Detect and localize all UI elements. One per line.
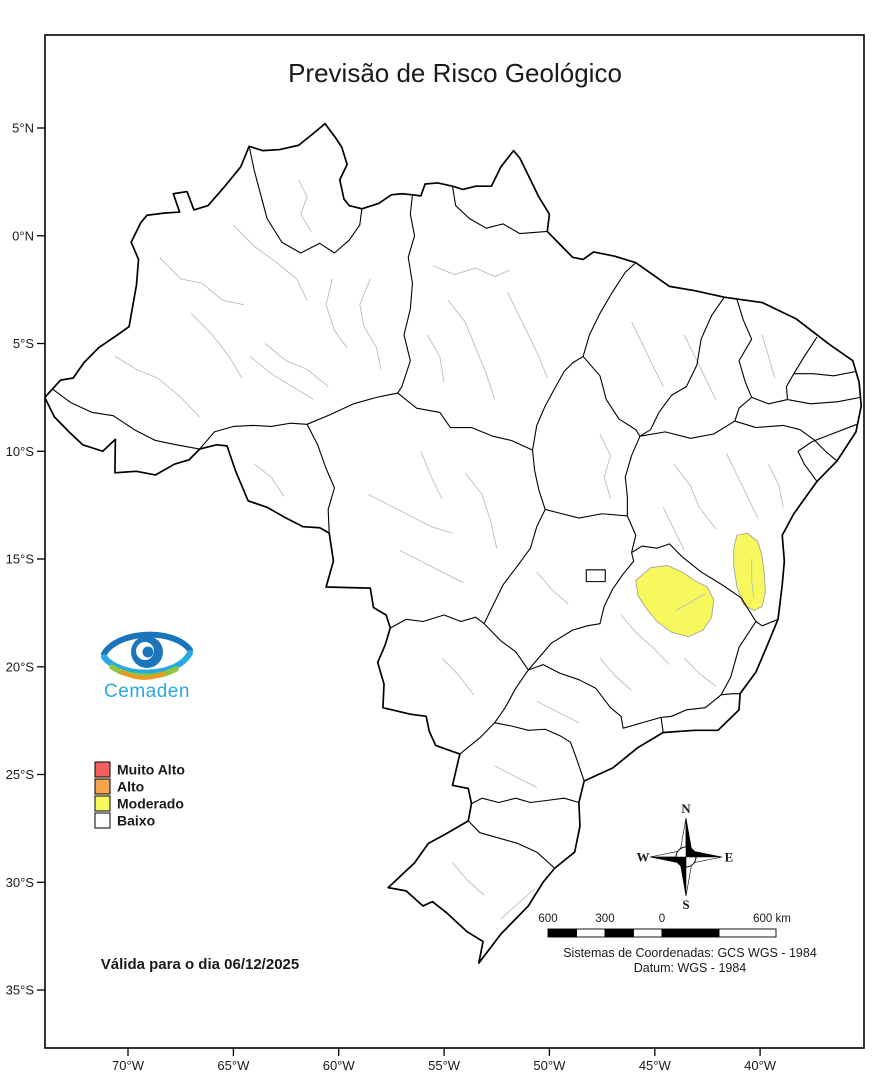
scale-label-300: 300 [595, 913, 614, 925]
scale-bar: 600 300 0 600 km [538, 913, 791, 938]
state-borders [52, 146, 860, 868]
coordinate-system-note: Sistemas de Coordenadas: GCS WGS - 1984 [563, 946, 817, 960]
logo-green-swoosh [109, 664, 179, 679]
lon-label: 65°W [217, 1058, 250, 1073]
lon-label: 60°W [323, 1058, 356, 1073]
scale-label-0: 0 [659, 913, 665, 925]
lon-label: 50°W [533, 1058, 566, 1073]
legend-label-muito-alto: Muito Alto [117, 762, 185, 778]
logo-eye-top-arc [101, 631, 193, 657]
latitude-axis [37, 127, 45, 991]
scale-label-600-right: 600 km [753, 913, 791, 925]
compass-west-label: W [637, 850, 650, 865]
lon-label: 45°W [639, 1058, 672, 1073]
validity-date-text: Válida para o dia 06/12/2025 [101, 956, 299, 973]
brazil-map [45, 124, 861, 963]
legend-swatch-baixo [94, 812, 111, 829]
lat-label: 20°S [6, 659, 35, 674]
legend-swatch-alto [94, 778, 111, 795]
compass-north-label: N [681, 801, 691, 816]
lon-label: 55°W [428, 1058, 461, 1073]
logo-eye-bottom-arc [101, 650, 193, 676]
logo-pupil [142, 646, 154, 658]
legend-swatch-moderado [94, 795, 111, 812]
page-title: Previsão de Risco Geológico [288, 58, 622, 88]
legend-label-baixo: Baixo [117, 813, 155, 829]
logo-wordmark: Cemaden [104, 681, 190, 702]
legend-swatch-muito-alto [94, 761, 111, 778]
datum-note: Datum: WGS - 1984 [634, 961, 747, 975]
cemaden-logo: Cemaden [101, 631, 193, 702]
compass-east-label: E [725, 850, 734, 865]
lat-label: 5°N [12, 121, 34, 136]
lat-label: 35°S [6, 983, 35, 998]
logo-orange-swoosh [120, 670, 166, 680]
longitude-labels: 70°W 65°W 60°W 55°W 50°W 45°W 40°W [112, 1058, 777, 1073]
compass-south-label: S [682, 897, 689, 912]
legend-label-moderado: Moderado [117, 796, 184, 812]
moderate-risk-region-inland [636, 565, 714, 636]
latitude-labels: 5°N 0°N 5°S 10°S 15°S 20°S 25°S 30°S 35°… [6, 121, 35, 998]
compass-rose: N S W E [637, 801, 734, 912]
risk-legend: Muito Alto Alto Moderado Baixo [94, 761, 185, 829]
longitude-axis [127, 1048, 761, 1056]
lon-label: 40°W [744, 1058, 777, 1073]
lat-label: 5°S [13, 336, 34, 351]
brazil-outline [45, 124, 861, 963]
subregion-boundaries [115, 180, 783, 919]
legend-label-alto: Alto [117, 779, 144, 795]
lat-label: 0°N [12, 228, 34, 243]
lat-label: 15°S [6, 552, 35, 567]
moderate-risk-region-coastal [734, 533, 766, 611]
scale-label-600-left: 600 [538, 913, 557, 925]
lat-label: 30°S [6, 875, 35, 890]
lat-label: 25°S [6, 767, 35, 782]
lat-label: 10°S [6, 444, 35, 459]
lon-label: 70°W [112, 1058, 145, 1073]
